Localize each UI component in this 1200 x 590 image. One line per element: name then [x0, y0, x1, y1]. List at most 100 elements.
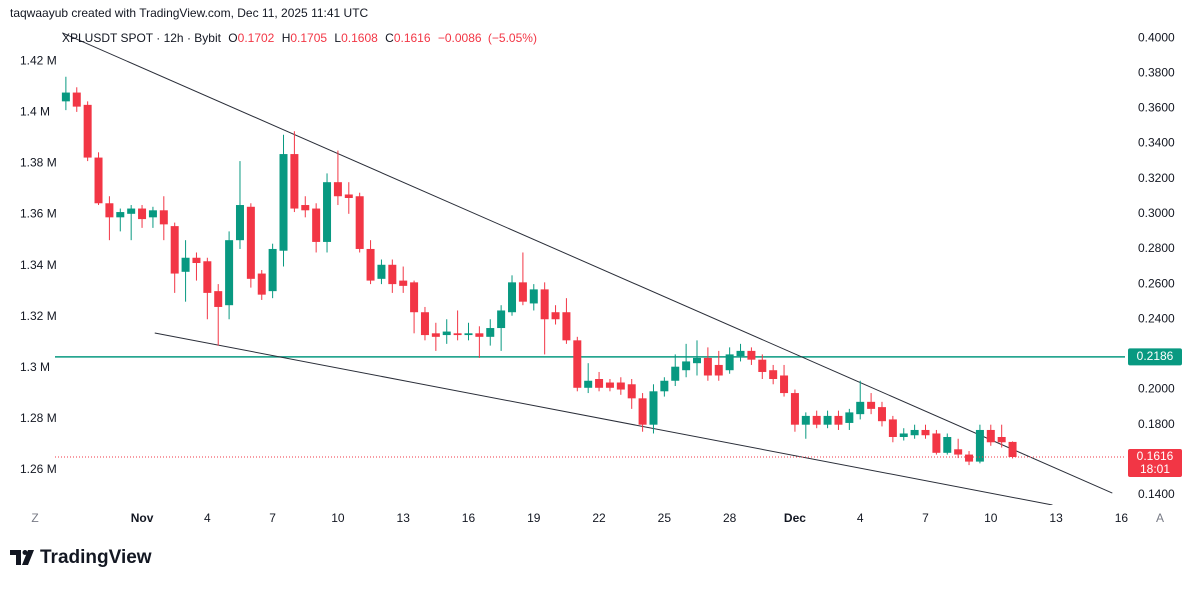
candle-body	[845, 412, 854, 423]
candle-body	[333, 182, 342, 197]
candle-body	[529, 289, 538, 304]
candle-body	[834, 415, 843, 425]
x-tick-label: Dec	[784, 511, 806, 525]
candle-body	[61, 92, 70, 102]
candle-body	[464, 333, 473, 336]
y-tick-label: 0.3400	[1138, 136, 1175, 150]
candle-body	[170, 226, 179, 274]
candle-body	[551, 312, 560, 320]
brand-logo: TradingView	[10, 547, 152, 568]
y2-tick-label: 1.26 M	[20, 462, 57, 476]
candle-body	[116, 212, 125, 218]
ohlc-value: 0.1608	[341, 31, 378, 45]
y-tick-label: 0.3000	[1138, 206, 1175, 220]
candle-body	[965, 454, 974, 462]
ohlc-label: C	[385, 31, 394, 45]
candle-body	[867, 401, 876, 409]
y-tick-label: 0.2400	[1138, 311, 1175, 325]
candle-body	[159, 210, 168, 225]
candle-body	[714, 364, 723, 376]
candle-body	[605, 382, 614, 388]
candle-body	[540, 289, 549, 320]
trendline	[62, 32, 1113, 494]
x-tick-label: 4	[204, 511, 211, 525]
last-price-box	[1128, 449, 1182, 478]
brand-name: TradingView	[40, 547, 152, 568]
candle-body	[823, 415, 832, 425]
zoom-button[interactable]: Z	[31, 511, 38, 525]
x-tick-label: 25	[658, 511, 672, 525]
candle-body	[442, 331, 451, 336]
candle-body	[420, 312, 429, 336]
candle-body	[627, 384, 636, 399]
x-tick-label: 7	[922, 511, 929, 525]
y2-tick-label: 1.42 M	[20, 53, 57, 67]
symbol: XPLUSDT SPOT · 12h · Bybit	[62, 31, 222, 45]
ohlc-label: O	[228, 31, 237, 45]
auto-scale-button[interactable]: A	[1156, 511, 1164, 525]
candle-body	[877, 407, 886, 422]
candle-body	[497, 310, 506, 329]
candle-body	[780, 375, 789, 394]
candle-body	[257, 273, 266, 295]
x-tick-label: 10	[984, 511, 998, 525]
candle-body	[410, 282, 419, 313]
candle-body	[377, 264, 386, 279]
ohlc-value: 0.1705	[290, 31, 327, 45]
candle-body	[1008, 441, 1017, 458]
candle-body	[693, 357, 701, 364]
logo-icon	[22, 550, 28, 555]
y-tick-label: 0.2000	[1138, 382, 1175, 396]
trendline	[154, 332, 1053, 505]
candle-body	[584, 380, 593, 388]
y2-tick-label: 1.28 M	[20, 411, 57, 425]
candle-body	[181, 257, 190, 272]
candle-body	[986, 429, 995, 443]
y2-tick-label: 1.36 M	[20, 207, 57, 221]
candle-body	[279, 154, 288, 251]
x-tick-label: 16	[462, 511, 476, 525]
candle-body	[932, 433, 941, 453]
candle-body	[725, 354, 734, 371]
candle-body	[562, 312, 571, 341]
y-tick-label: 0.3800	[1138, 65, 1175, 79]
candle-body	[235, 205, 244, 241]
candle-body	[736, 350, 745, 357]
last-price-label: 0.1616	[1137, 449, 1174, 463]
x-tick-label: 13	[1049, 511, 1063, 525]
candle-body	[192, 257, 201, 264]
candle-body	[790, 393, 799, 425]
x-tick-label: 16	[1115, 511, 1129, 525]
candle-body	[888, 419, 897, 437]
candle-body	[921, 429, 930, 436]
ohlc-label: H	[282, 31, 291, 45]
candle-body	[268, 248, 277, 292]
y2-tick-label: 1.32 M	[20, 309, 57, 323]
y2-tick-label: 1.38 M	[20, 156, 57, 170]
candle-body	[943, 436, 952, 453]
candle-body	[812, 415, 821, 425]
candle-body	[301, 205, 310, 211]
candle-body	[138, 208, 147, 220]
y-tick-label: 0.3200	[1138, 171, 1175, 185]
legend: XPLUSDT SPOT · 12h · Bybit O0.1702 H0.17…	[62, 31, 537, 45]
candle-body	[225, 240, 234, 306]
candle-body	[660, 380, 669, 392]
candle-body	[105, 203, 114, 218]
logo-icon	[22, 550, 34, 565]
x-tick-label: 22	[592, 511, 606, 525]
candle-body	[856, 401, 865, 415]
candle-body	[769, 370, 778, 380]
candle-body	[323, 182, 332, 242]
candle-body	[801, 415, 810, 425]
candle-body	[453, 333, 462, 336]
y2-tick-label: 1.4 M	[20, 104, 50, 118]
candle-body	[595, 379, 604, 388]
countdown: 18:01	[1140, 462, 1170, 476]
candle-body	[83, 104, 92, 158]
candle-body	[246, 206, 255, 279]
candle-body	[758, 359, 767, 372]
y-tick-label: 0.1800	[1138, 417, 1175, 431]
